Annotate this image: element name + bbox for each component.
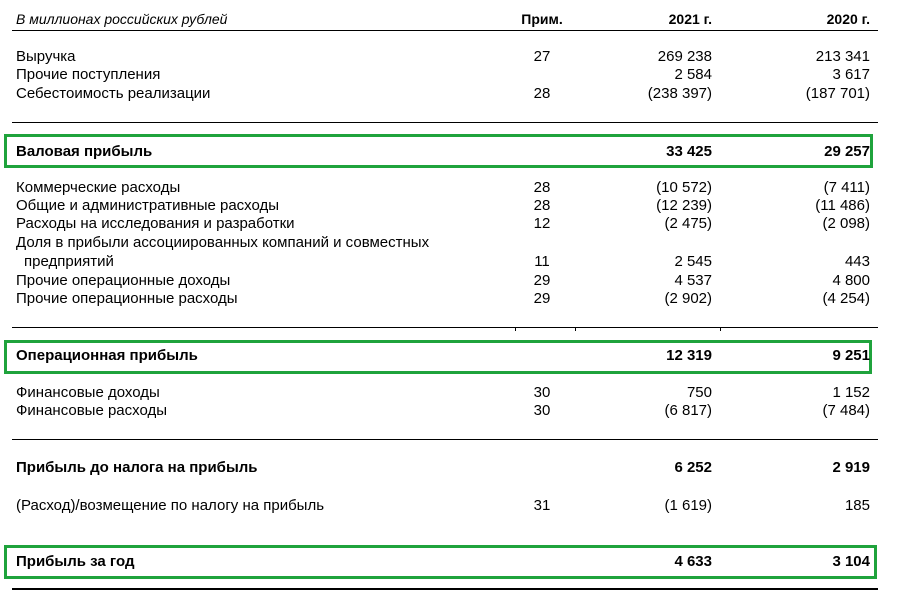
row-value-2020: 3 617 [832,66,870,83]
row-value-2020: 213 341 [815,48,870,65]
divider-1 [12,122,878,123]
row-value-2020: (11 486) [815,197,870,214]
row-value-2020: 443 [844,253,870,270]
operating-profit-label: Операционная прибыль [16,347,198,364]
highlight-gross-profit [4,134,873,168]
highlight-operating-profit [4,340,872,374]
row-label: Себестоимость реализации [16,85,211,102]
net-profit-2021: 4 633 [674,553,712,570]
highlight-net-profit [4,545,877,579]
row-value-2020: (2 098) [822,215,870,232]
column-header-2020: 2020 г. [826,11,870,27]
row-value-2021: (12 239) [656,197,712,214]
row-note: 27 [533,48,551,65]
row-value-2021: (6 817) [664,402,712,419]
row-label: Доля в прибыли ассоциированных компаний … [16,234,430,251]
note-column-header: Прим. [521,11,563,27]
row-value-2021: 2 584 [674,66,712,83]
row-label: Выручка [16,48,76,65]
net-profit-2020: 3 104 [832,553,870,570]
row-note: 11 [534,253,550,270]
column-tick [575,327,576,331]
row-note: 30 [533,402,551,419]
row-label: предприятий [24,253,114,270]
pretax-profit-2021: 6 252 [674,459,712,476]
gross-profit-label: Валовая прибыль [16,143,153,160]
bottom-rule [12,588,878,590]
row-value-2021: 750 [686,384,712,401]
row-value-2021: (2 902) [664,290,712,307]
row-note: 28 [533,197,551,214]
row-value-2021: (238 397) [647,85,712,102]
row-value-2020: (7 411) [823,179,870,196]
row-label: Финансовые расходы [16,402,168,419]
row-note: 28 [533,179,551,196]
row-value-2020: (187 701) [805,85,870,102]
row-label: Прочие операционные расходы [16,290,238,307]
row-note: 29 [533,272,551,289]
row-value-2021: 2 545 [674,253,712,270]
net-profit-label: Прибыль за год [16,553,135,570]
divider-2 [12,327,878,328]
row-note: 31 [533,497,551,514]
units-caption: В миллионах российских рублей [16,11,228,27]
header-divider [12,30,878,31]
column-tick [720,327,721,331]
operating-profit-2021: 12 319 [666,347,712,364]
divider-3 [12,439,878,440]
row-note: 30 [533,384,551,401]
row-value-2020: 4 800 [832,272,870,289]
row-value-2020: (7 484) [822,402,870,419]
row-label: Расходы на исследования и разработки [16,215,295,232]
pretax-profit-2020: 2 919 [832,459,870,476]
row-label: Прочие поступления [16,66,161,83]
row-note: 28 [533,85,551,102]
row-value-2020: 1 152 [832,384,870,401]
gross-profit-2021: 33 425 [666,143,712,160]
row-label: Финансовые доходы [16,384,160,401]
gross-profit-2020: 29 257 [824,143,870,160]
row-value-2020: (4 254) [822,290,870,307]
row-value-2021: (2 475) [664,215,712,232]
row-value-2020: 185 [844,497,870,514]
column-tick [515,327,516,331]
row-value-2021: 4 537 [674,272,712,289]
row-label: Общие и административные расходы [16,197,280,214]
row-value-2021: (1 619) [664,497,712,514]
row-label: Коммерческие расходы [16,179,181,196]
row-note: 29 [533,290,551,307]
row-value-2021: (10 572) [656,179,712,196]
column-header-2021: 2021 г. [668,11,712,27]
row-label: Прочие операционные доходы [16,272,231,289]
operating-profit-2020: 9 251 [832,347,870,364]
row-label: (Расход)/возмещение по налогу на прибыль [16,497,325,514]
row-value-2021: 269 238 [657,48,712,65]
pretax-profit-label: Прибыль до налога на прибыль [16,459,258,476]
row-note: 12 [533,215,551,232]
